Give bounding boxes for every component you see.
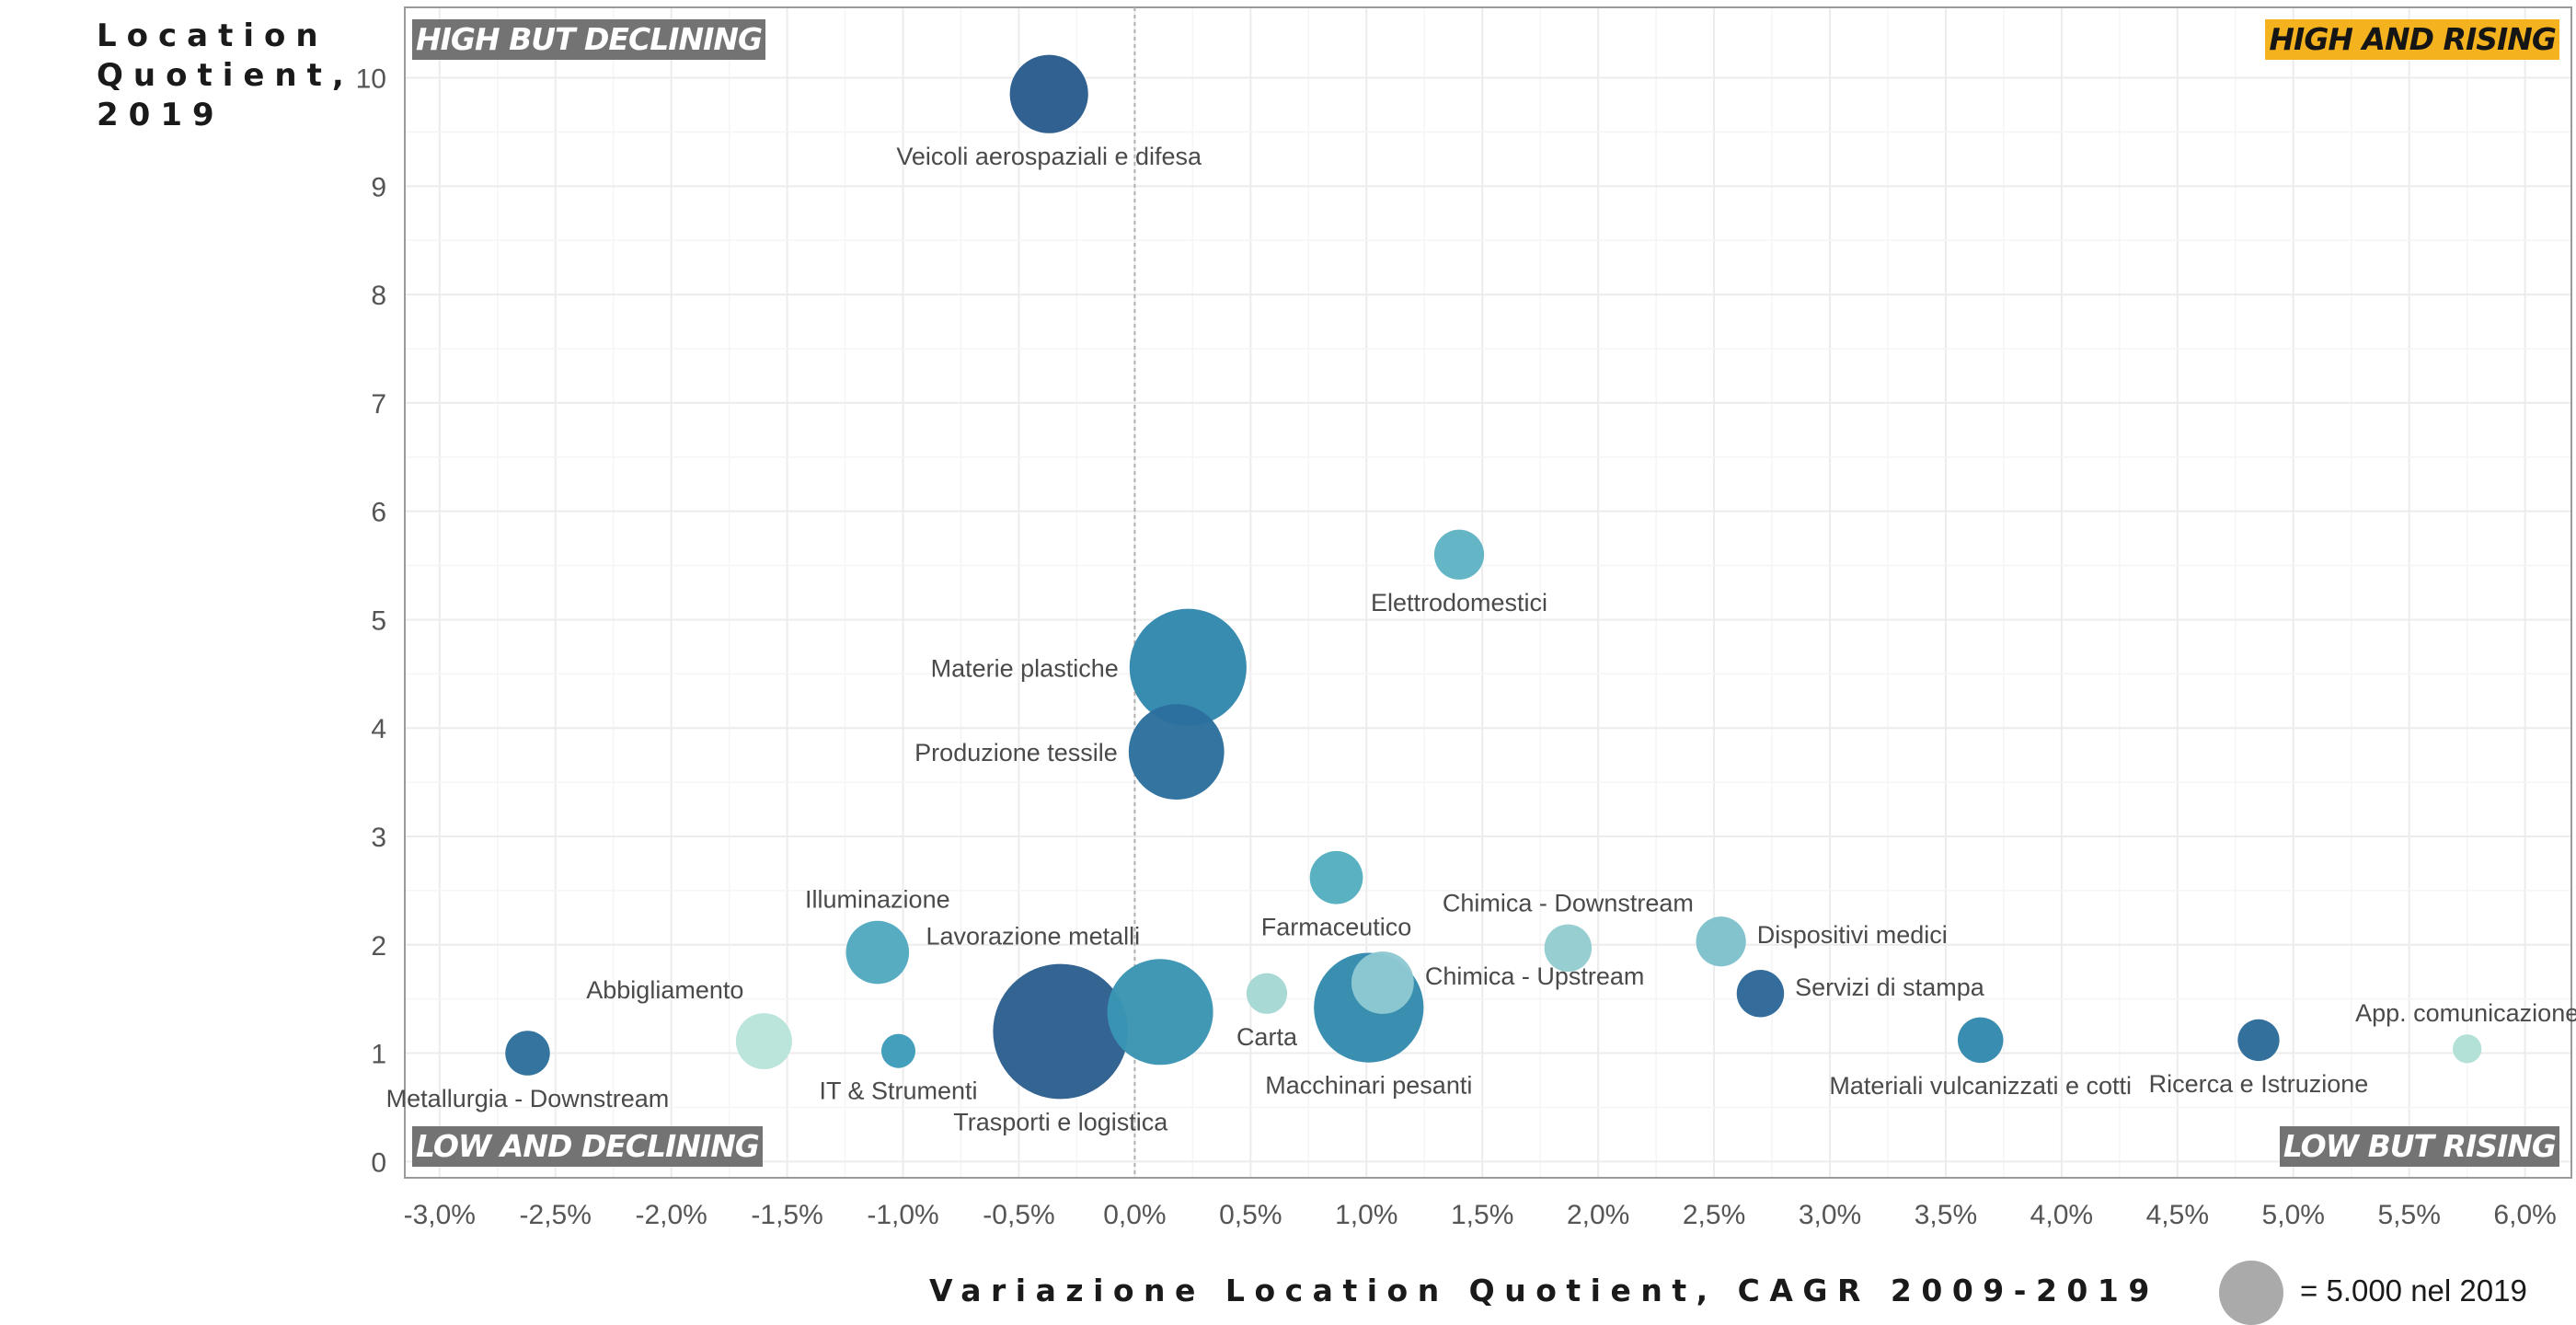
quadrant-label-low-and-declining: LOW AND DECLINING xyxy=(412,1126,763,1167)
bubble-label: Abbigliamento xyxy=(586,976,743,1004)
bubble[interactable] xyxy=(1696,916,1746,967)
bubble[interactable] xyxy=(880,1033,916,1068)
bubble-label: Dispositivi medici xyxy=(1757,921,1948,949)
bubble[interactable] xyxy=(1433,529,1485,580)
bubble-label: Trasporti e logistica xyxy=(953,1108,1168,1135)
x-tick-label: 1,5% xyxy=(1451,1200,1513,1230)
bubble[interactable] xyxy=(1107,959,1213,1066)
bubble-label: App. comunicazione xyxy=(2355,999,2576,1027)
bubble-label: Chimica - Upstream xyxy=(1425,962,1645,990)
y-tick-label: 2 xyxy=(371,931,386,962)
bubble-labels: Veicoli aerospaziali e difesa Elettrodome… xyxy=(386,143,2576,1136)
bubble[interactable] xyxy=(1736,970,1785,1018)
bubble[interactable] xyxy=(1309,850,1363,904)
x-tick-label: 3,5% xyxy=(1915,1200,1977,1230)
x-tick-label: 2,0% xyxy=(1567,1200,1629,1230)
y-axis-ticks: 0 1 2 3 4 5 6 7 8 9 10 xyxy=(356,64,386,1179)
bubble-label: Materiali vulcanizzati e cotti xyxy=(1829,1072,2132,1100)
bubble-label: Macchinari pesanti xyxy=(1265,1072,1472,1100)
bubble-label: Elettrodomestici xyxy=(1371,589,1547,616)
quadrant-label-low-but-rising: LOW BUT RISING xyxy=(2279,1126,2559,1167)
x-tick-label: -3,0% xyxy=(404,1200,476,1230)
x-tick-label: -1,0% xyxy=(867,1200,938,1230)
bubble[interactable] xyxy=(845,920,910,985)
x-tick-label: 4,5% xyxy=(2146,1200,2209,1230)
bubble[interactable] xyxy=(2237,1019,2280,1062)
bubble-label: Farmaceutico xyxy=(1261,914,1412,941)
bubble-label: IT & Strumenti xyxy=(819,1077,977,1105)
y-tick-label: 5 xyxy=(371,605,386,636)
y-tick-label: 1 xyxy=(371,1040,386,1070)
x-axis-ticks: -3,0% -2,5% -2,0% -1,5% -1,0% -0,5% 0,0% 0,5% 1,… xyxy=(404,1200,2557,1230)
bubble[interactable] xyxy=(2453,1034,2482,1064)
bubble-label: Ricerca e Istruzione xyxy=(2149,1070,2369,1098)
bubbles xyxy=(505,54,2482,1100)
y-tick-label: 8 xyxy=(371,281,386,311)
x-tick-label: -2,5% xyxy=(520,1200,592,1230)
y-tick-label: 10 xyxy=(356,64,386,95)
bubble[interactable] xyxy=(1957,1017,2004,1064)
bubble[interactable] xyxy=(1128,704,1225,801)
quadrant-label-high-and-rising: HIGH AND RISING xyxy=(2265,19,2559,60)
size-legend-label: = 5.000 nel 2019 xyxy=(2300,1273,2527,1308)
y-tick-label: 6 xyxy=(371,498,386,528)
bubble-label: Illuminazione xyxy=(805,886,950,914)
bubble-label: Veicoli aerospaziali e difesa xyxy=(896,143,1202,170)
x-tick-label: 1,0% xyxy=(1335,1200,1397,1230)
bubble-label: Servizi di stampa xyxy=(1795,974,1985,1001)
x-tick-label: 5,0% xyxy=(2262,1200,2325,1230)
bubble[interactable] xyxy=(1009,54,1088,133)
x-tick-label: 5,5% xyxy=(2377,1200,2440,1230)
x-axis-title: Variazione Location Quotient, CAGR 2009-… xyxy=(929,1273,2159,1308)
bubble[interactable] xyxy=(1129,608,1247,726)
bubble-label: Materie plastiche xyxy=(931,654,1119,682)
x-tick-label: 3,0% xyxy=(1799,1200,1861,1230)
x-tick-label: -1,5% xyxy=(751,1200,822,1230)
bubble[interactable] xyxy=(1544,924,1593,973)
x-tick-label: 4,0% xyxy=(2030,1200,2093,1230)
circle-icon xyxy=(2219,1261,2283,1325)
bubble[interactable] xyxy=(1351,951,1414,1014)
bubble-label: Chimica - Downstream xyxy=(1443,890,1694,917)
x-tick-label: -0,5% xyxy=(983,1200,1054,1230)
bubble[interactable] xyxy=(735,1013,792,1070)
x-tick-label: -2,0% xyxy=(635,1200,707,1230)
plot-frame xyxy=(404,6,2572,1179)
bubble-label: Produzione tessile xyxy=(914,739,1118,766)
y-tick-label: 7 xyxy=(371,389,386,420)
bubble-label: Carta xyxy=(1236,1023,1298,1051)
bubble[interactable] xyxy=(1246,973,1288,1014)
y-tick-label: 3 xyxy=(371,823,386,853)
y-tick-label: 0 xyxy=(371,1147,386,1178)
y-axis-title: Location Quotient, 2019 xyxy=(97,17,354,133)
x-tick-label: 2,5% xyxy=(1683,1200,1745,1230)
x-tick-label: 0,5% xyxy=(1219,1200,1282,1230)
bubble[interactable] xyxy=(505,1031,550,1076)
x-tick-label: 6,0% xyxy=(2493,1200,2556,1230)
y-tick-label: 4 xyxy=(371,714,386,744)
quadrant-label-high-but-declining: HIGH BUT DECLINING xyxy=(412,19,766,60)
bubble-label: Metallurgia - Downstream xyxy=(386,1085,670,1112)
bubble-label: Lavorazione metalli xyxy=(926,922,1140,950)
x-tick-label: 0,0% xyxy=(1103,1200,1166,1230)
bubble[interactable] xyxy=(993,963,1129,1100)
y-tick-label: 9 xyxy=(371,172,386,202)
